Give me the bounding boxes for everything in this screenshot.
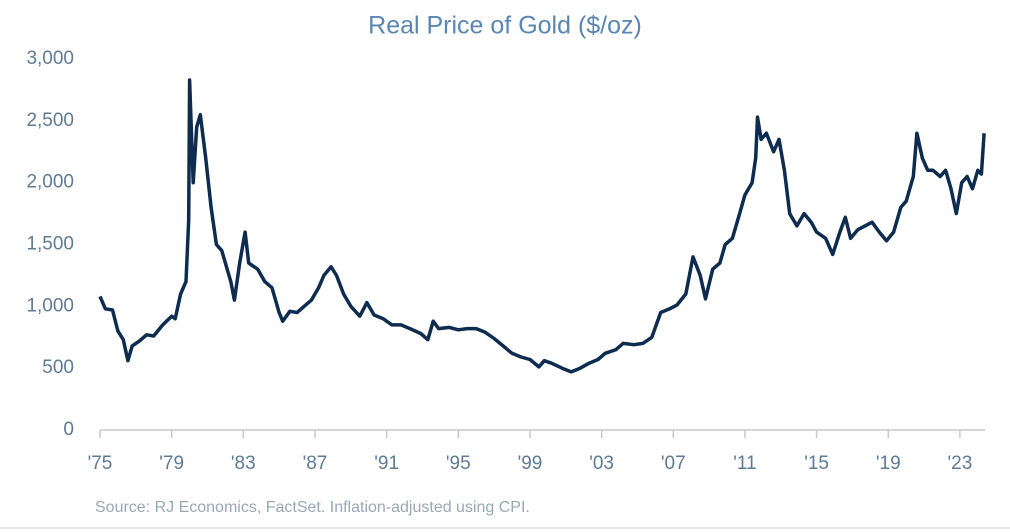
y-tick-label: 3,000 <box>26 48 74 69</box>
x-tick-label: '19 <box>876 453 901 474</box>
chart-title: Real Price of Gold ($/oz) <box>368 12 642 40</box>
x-tick-label: '15 <box>804 453 829 474</box>
x-tick-label: '11 <box>733 453 756 474</box>
x-tick-label: '91 <box>374 453 399 474</box>
y-tick-label: 2,500 <box>26 110 74 131</box>
x-tick-label: '95 <box>446 453 471 474</box>
y-tick-label: 1,000 <box>26 295 74 316</box>
y-tick-label: 2,000 <box>26 172 74 193</box>
x-tick-label: '03 <box>589 453 614 474</box>
y-tick-label: 0 <box>63 419 74 440</box>
x-tick-label: '99 <box>518 453 543 474</box>
y-tick-label: 1,500 <box>26 234 74 255</box>
x-tick-label: '83 <box>231 453 256 474</box>
line-series <box>98 78 986 374</box>
x-tick-label: '07 <box>661 453 686 474</box>
x-tick-label: '87 <box>303 453 328 474</box>
x-tick-label: '75 <box>88 453 113 474</box>
x-tick-label: '23 <box>948 453 973 474</box>
x-tick-label: '79 <box>159 453 184 474</box>
source-note: Source: RJ Economics, FactSet. Inflation… <box>95 499 530 516</box>
y-tick-label: 500 <box>42 357 74 378</box>
